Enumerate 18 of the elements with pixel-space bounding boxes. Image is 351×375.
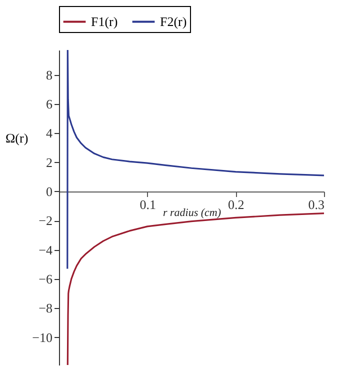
y-tick-label: −6 [38,271,53,286]
y-tick-label: −10 [32,330,52,345]
y-tick-label: 4 [46,126,53,141]
y-tick-label: 2 [46,154,52,170]
y-tick-label: 0 [46,184,52,199]
y-tick-label: 6 [46,96,53,112]
x-tick-label: 0.3 [308,196,324,212]
line-series [66,50,324,270]
y-tick-label: −2 [38,213,52,228]
x-tick-label: 0.2 [228,196,244,212]
y-tick-label: −4 [38,242,53,258]
x-tick-label: 0.1 [140,196,156,212]
x-axis-title: r radius (cm) [162,206,222,219]
y-tick-label: −8 [38,300,52,316]
legend-label: F2(r) [160,14,187,29]
y-axis-title: Ω(r) [6,130,28,146]
legend-label: F1(r) [91,14,118,29]
y-tick-label: 8 [46,67,52,82]
